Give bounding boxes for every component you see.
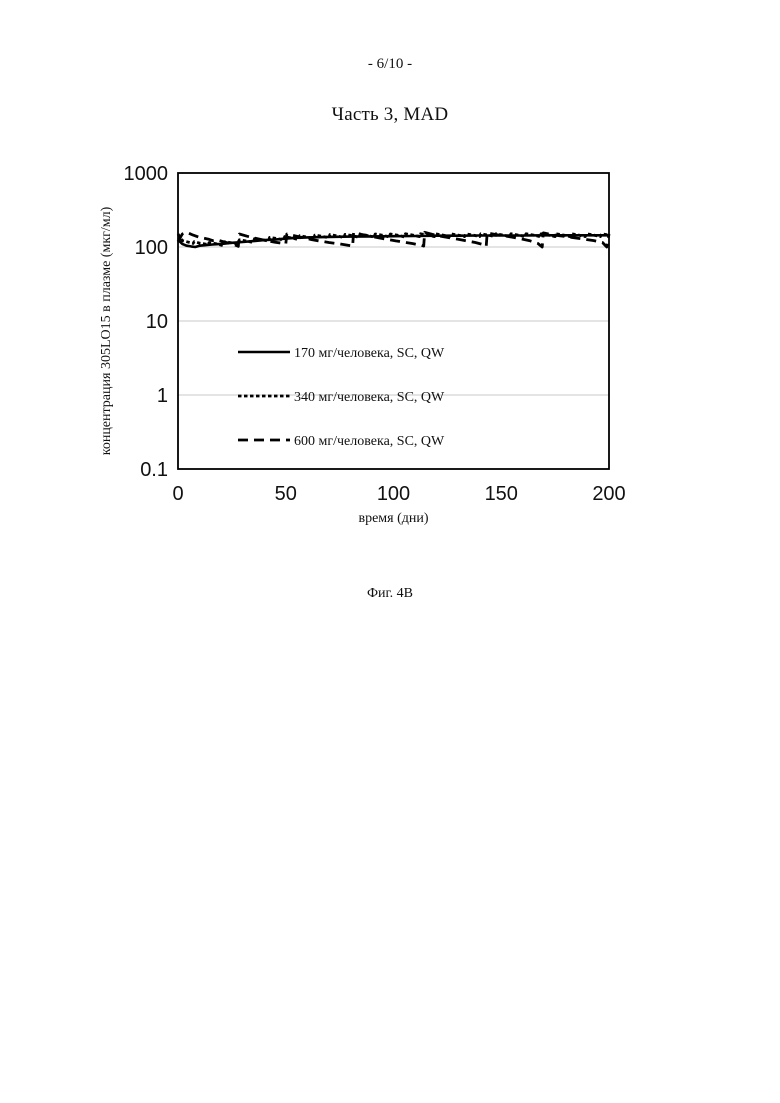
x-tick-label: 100 <box>377 483 410 505</box>
y-tick-label: 10 <box>146 311 168 333</box>
x-tick-label: 200 <box>592 483 625 505</box>
x-axis-label: время (дни) <box>358 511 428 526</box>
chart-svg: 0.1 1 10 100 1000 0 50 100 150 200 время (дни) ко… <box>0 0 780 560</box>
y-tick-label: 1 <box>157 385 168 407</box>
series-layer <box>178 232 609 247</box>
grid-layer <box>178 247 609 395</box>
figure-caption: Фиг. 4B <box>0 586 780 602</box>
x-tick-label: 150 <box>485 483 518 505</box>
y-tick-label: 100 <box>135 237 168 259</box>
legend: 170 мг/человека, SC, QW 340 мг/человека, … <box>238 346 445 449</box>
y-axis-label: концентрация 305LO15 в плазме (мкг/мл) <box>99 206 114 455</box>
x-tick-label: 50 <box>275 483 297 505</box>
legend-label-2: 340 мг/человека, SC, QW <box>294 390 445 405</box>
legend-label-3: 600 мг/человека, SC, QW <box>294 434 445 449</box>
y-tick-label: 0.1 <box>140 459 168 481</box>
tick-layer: 0.1 1 10 100 1000 0 50 100 150 200 <box>124 163 626 505</box>
x-tick-label: 0 <box>172 483 183 505</box>
legend-label-1: 170 мг/человека, SC, QW <box>294 346 445 361</box>
series-line-3 <box>178 232 609 247</box>
y-tick-label: 1000 <box>124 163 169 185</box>
